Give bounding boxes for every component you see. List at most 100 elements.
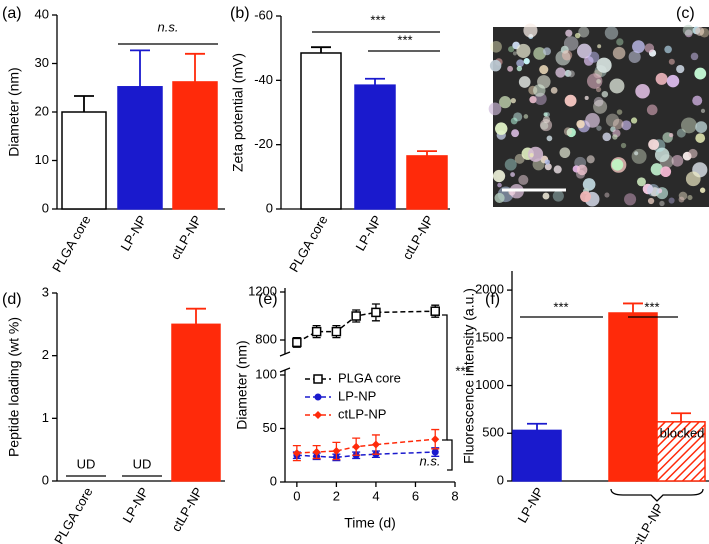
x-tick-label: 0	[293, 488, 300, 503]
x-tick-label: PLGA core	[51, 485, 95, 544]
bar	[172, 81, 218, 210]
marker	[430, 306, 440, 316]
particle	[544, 163, 552, 171]
particle	[612, 46, 626, 60]
particle	[676, 64, 685, 74]
particle	[699, 27, 709, 38]
particle	[700, 108, 706, 113]
particle	[668, 197, 675, 204]
marker	[371, 440, 380, 449]
particle	[510, 172, 515, 177]
particle	[659, 200, 665, 207]
particle	[516, 65, 523, 72]
particle	[533, 47, 546, 60]
particle	[694, 67, 707, 80]
y-axis-label: Zeta potential (mV)	[230, 53, 246, 172]
particle	[695, 121, 708, 134]
error-bar	[185, 52, 205, 82]
x-tick-label: ctLP-NP	[167, 213, 204, 262]
particle	[564, 94, 577, 107]
particle	[523, 58, 530, 65]
particle	[597, 44, 602, 49]
particle	[499, 96, 512, 109]
particle	[576, 164, 588, 176]
y-tick-label: 20	[35, 103, 49, 118]
x-tick-label: 6	[412, 488, 419, 503]
error-bar	[186, 307, 206, 325]
particle	[636, 177, 646, 187]
error-bar	[130, 49, 150, 87]
marker	[331, 326, 342, 337]
y-tick-label: 1200	[248, 283, 277, 298]
y-axis-label: Diameter (nm)	[234, 340, 250, 429]
particle	[576, 43, 592, 59]
y-tick-label: 800	[255, 331, 277, 346]
y-axis-label: Diameter (nm)	[6, 67, 22, 156]
particle	[565, 29, 573, 37]
particle	[559, 147, 571, 159]
particle	[529, 153, 534, 158]
x-axis-label: Time (d)	[344, 515, 396, 531]
particle	[596, 57, 612, 73]
legend-label: ctLP-NP	[338, 406, 386, 421]
particle	[611, 158, 624, 171]
particle	[671, 154, 684, 167]
particle	[609, 78, 625, 94]
annotation: ***	[370, 12, 385, 27]
x-tick-label: 4	[372, 488, 379, 503]
particle	[612, 134, 618, 140]
bar	[117, 86, 163, 210]
particle	[566, 127, 576, 138]
legend-label: PLGA core	[338, 370, 401, 385]
particle	[543, 112, 548, 117]
annotation: ***	[455, 363, 470, 378]
sem-particles	[488, 23, 709, 207]
y-tick-label: 100	[255, 366, 277, 381]
y-tick-label: 40	[35, 6, 49, 21]
particle	[542, 192, 550, 200]
particle	[605, 113, 620, 127]
bar	[608, 312, 658, 482]
particle	[676, 128, 686, 138]
particle	[560, 45, 569, 54]
x-tick-label: PLGA core	[49, 213, 93, 275]
y-tick-label: 0	[42, 200, 49, 215]
y-tick-label: 3	[42, 284, 49, 299]
particle	[699, 187, 706, 193]
x-tick-label: 8	[451, 488, 458, 503]
particle	[550, 86, 558, 94]
particle	[678, 196, 685, 203]
particle	[552, 190, 564, 202]
particle	[630, 117, 638, 124]
legend-marker	[314, 411, 322, 419]
panel-label: (c)	[676, 5, 695, 22]
marker	[312, 448, 321, 457]
legend-label: LP-NP	[338, 388, 376, 403]
particle	[488, 102, 502, 116]
particle	[561, 50, 573, 61]
y-axis-label: Peptide loading (wt %)	[6, 317, 22, 457]
y-tick-label: -40	[254, 72, 273, 87]
marker	[352, 442, 361, 451]
significance-bracket	[447, 439, 453, 471]
particle	[543, 47, 551, 56]
particle	[584, 95, 589, 100]
particle	[516, 43, 531, 58]
x-tick-label: PLGA core	[286, 213, 330, 275]
particle	[624, 193, 637, 206]
particle	[585, 113, 600, 128]
particle	[680, 117, 697, 134]
particle	[512, 51, 517, 56]
error-bar	[527, 422, 547, 431]
particle	[544, 159, 550, 165]
marker	[431, 448, 439, 456]
error-bar	[311, 46, 331, 53]
bar	[300, 52, 342, 210]
y-tick-label: 500	[482, 425, 504, 440]
particle	[682, 24, 694, 36]
particle	[655, 72, 668, 85]
category-brace	[610, 488, 704, 502]
y-tick-label: 1000	[475, 377, 504, 392]
axis-break	[279, 351, 291, 373]
value-label: UD	[133, 456, 152, 471]
